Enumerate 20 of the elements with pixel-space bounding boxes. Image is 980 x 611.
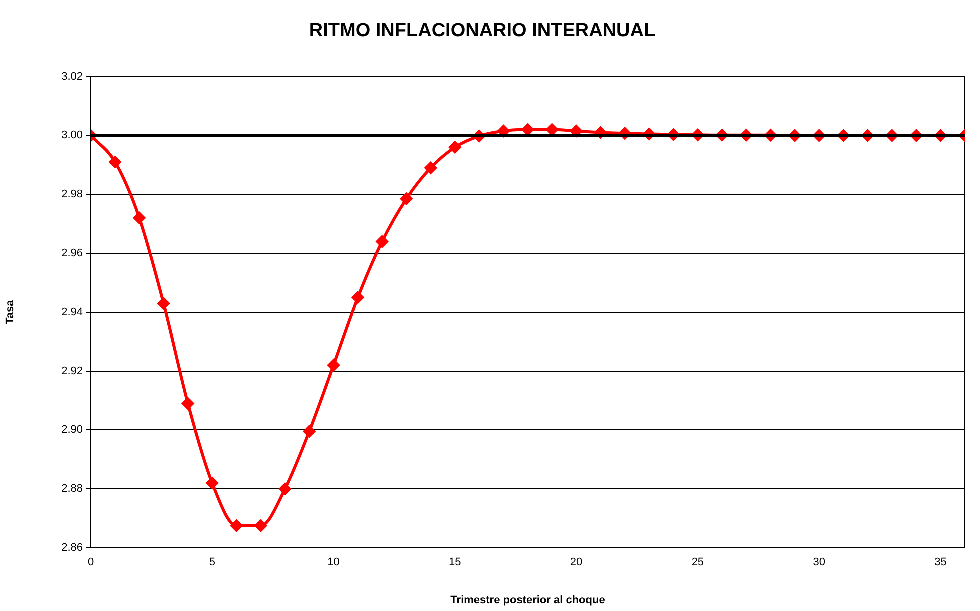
x-tick-label: 5 (209, 556, 216, 569)
y-tick-label: 2.98 (62, 188, 83, 201)
chart-title: RITMO INFLACIONARIO INTERANUAL (309, 20, 656, 42)
y-tick-label: 3.00 (62, 130, 83, 142)
y-tick-label: 2.92 (62, 365, 83, 378)
y-tick-label: 2.94 (62, 306, 83, 318)
y-axis-title: Tasa (4, 299, 17, 325)
y-tick-label: 2.88 (62, 483, 83, 496)
x-tick-label: 0 (88, 556, 94, 569)
x-tick-label: 35 (934, 556, 947, 569)
x-tick-label: 15 (449, 556, 462, 569)
y-tick-label: 2.90 (62, 424, 83, 436)
x-axis-title: Trimestre posterior al choque (450, 594, 606, 606)
x-tick-label: 30 (813, 556, 826, 569)
y-tick-label: 3.02 (62, 70, 83, 83)
x-tick-label: 20 (570, 556, 583, 569)
y-tick-label: 2.86 (62, 542, 83, 554)
x-tick-label: 25 (692, 556, 704, 569)
x-tick-label: 10 (328, 556, 340, 569)
y-tick-label: 2.96 (62, 248, 83, 260)
